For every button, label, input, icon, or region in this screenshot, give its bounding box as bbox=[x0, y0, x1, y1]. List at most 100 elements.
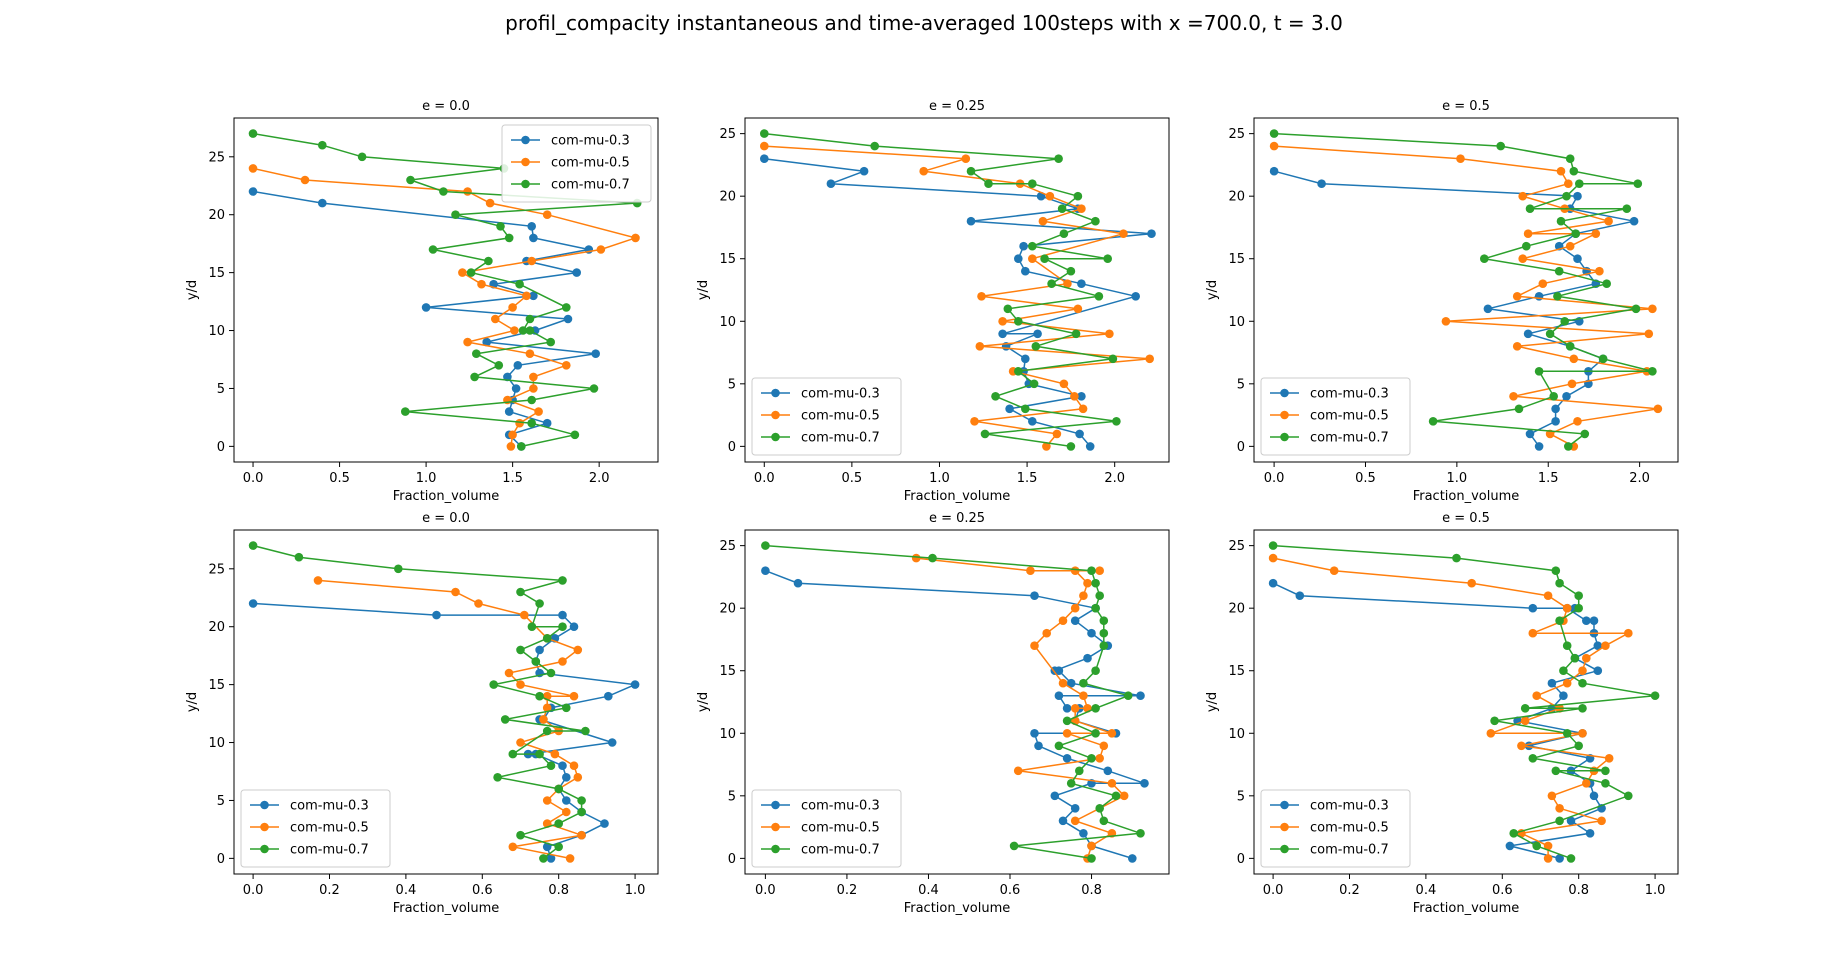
data-point bbox=[1624, 628, 1633, 638]
data-point bbox=[1054, 154, 1063, 163]
subplot-title: e = 0.5 bbox=[1442, 511, 1490, 526]
data-point bbox=[1528, 603, 1538, 613]
data-point bbox=[1087, 841, 1096, 851]
data-point bbox=[1038, 216, 1048, 226]
y-tick-label: 5 bbox=[217, 794, 225, 809]
data-point bbox=[1562, 641, 1572, 650]
data-point bbox=[1523, 329, 1533, 339]
data-point bbox=[485, 198, 495, 208]
data-point bbox=[1099, 628, 1109, 638]
data-point bbox=[542, 796, 552, 805]
data-point bbox=[1087, 628, 1096, 638]
data-point bbox=[1062, 716, 1072, 726]
data-point bbox=[600, 819, 609, 828]
data-point bbox=[911, 553, 921, 563]
data-point bbox=[510, 326, 519, 335]
data-point bbox=[1565, 342, 1575, 351]
data-point bbox=[248, 164, 258, 173]
legend-label: com-mu-0.5 bbox=[801, 821, 880, 836]
y-axis-label: y/d bbox=[1205, 692, 1220, 712]
data-point bbox=[1567, 379, 1577, 389]
data-point bbox=[1512, 292, 1522, 301]
data-point bbox=[1595, 266, 1604, 276]
data-point bbox=[572, 268, 581, 277]
data-point bbox=[466, 268, 476, 277]
data-point bbox=[1087, 854, 1096, 863]
x-axis-label: Fraction_volume bbox=[904, 489, 1011, 504]
x-tick-label: 0.0 bbox=[1264, 471, 1285, 486]
data-point bbox=[1145, 354, 1154, 364]
legend-marker bbox=[521, 157, 530, 167]
data-point bbox=[1569, 166, 1579, 176]
data-point bbox=[472, 349, 481, 359]
data-point bbox=[1564, 179, 1573, 188]
data-point bbox=[1559, 691, 1568, 700]
y-tick-label: 5 bbox=[217, 382, 225, 397]
data-point bbox=[1070, 616, 1080, 625]
data-point bbox=[1593, 666, 1603, 675]
data-point bbox=[1003, 304, 1013, 314]
data-point bbox=[503, 372, 512, 382]
y-tick-label: 5 bbox=[1237, 377, 1245, 392]
data-point bbox=[991, 392, 1000, 401]
y-tick-label: 10 bbox=[719, 727, 736, 742]
data-point bbox=[975, 342, 985, 351]
data-point bbox=[977, 292, 986, 301]
data-point bbox=[1014, 317, 1023, 326]
y-tick-label: 10 bbox=[208, 736, 225, 751]
data-point bbox=[558, 761, 567, 770]
data-point bbox=[1562, 191, 1571, 201]
data-point bbox=[516, 738, 525, 747]
data-point bbox=[1624, 791, 1633, 801]
data-point bbox=[562, 773, 571, 782]
data-point bbox=[1562, 678, 1572, 688]
data-point bbox=[1452, 553, 1461, 563]
data-point bbox=[565, 854, 575, 863]
x-axis-label: Fraction_volume bbox=[393, 901, 500, 916]
data-point bbox=[1534, 367, 1544, 376]
data-point bbox=[1490, 716, 1499, 726]
data-point bbox=[1052, 429, 1062, 439]
data-point bbox=[463, 187, 472, 196]
data-point bbox=[1108, 354, 1118, 364]
data-point bbox=[569, 761, 579, 770]
data-point bbox=[515, 279, 524, 289]
data-point bbox=[474, 599, 483, 608]
data-point bbox=[520, 610, 529, 620]
data-point bbox=[1543, 841, 1553, 851]
x-tick-label: 1.5 bbox=[1017, 471, 1038, 486]
data-point bbox=[529, 372, 538, 382]
x-tick-label: 0.6 bbox=[1492, 883, 1513, 898]
data-point bbox=[1578, 704, 1587, 713]
data-point bbox=[1073, 191, 1083, 201]
data-point bbox=[1042, 442, 1051, 451]
data-point bbox=[562, 796, 571, 805]
x-tick-label: 2.0 bbox=[1629, 471, 1650, 486]
data-point bbox=[432, 610, 441, 620]
data-point bbox=[1551, 766, 1561, 776]
x-tick-label: 2.0 bbox=[589, 471, 610, 486]
data-point bbox=[1573, 254, 1582, 263]
data-point bbox=[1329, 566, 1339, 575]
legend-marker bbox=[771, 822, 780, 832]
data-point bbox=[1532, 841, 1541, 851]
data-point bbox=[1528, 628, 1538, 638]
data-point bbox=[1075, 766, 1084, 776]
y-tick-label: 20 bbox=[208, 208, 225, 223]
x-tick-label: 0.2 bbox=[319, 883, 340, 898]
data-point bbox=[1593, 641, 1603, 650]
data-point bbox=[535, 599, 544, 608]
data-point bbox=[1571, 229, 1580, 238]
x-tick-label: 1.0 bbox=[1645, 883, 1666, 898]
data-point bbox=[1428, 417, 1438, 426]
data-point bbox=[1059, 229, 1069, 238]
data-point bbox=[496, 222, 505, 231]
data-point bbox=[1105, 329, 1114, 339]
axes-frame bbox=[744, 529, 1170, 875]
data-point bbox=[1099, 741, 1109, 751]
data-point bbox=[542, 634, 552, 643]
data-point bbox=[1091, 216, 1100, 226]
data-point bbox=[493, 773, 502, 782]
legend-marker bbox=[1280, 800, 1289, 810]
series-com-mu-0.7 bbox=[1269, 129, 1657, 451]
